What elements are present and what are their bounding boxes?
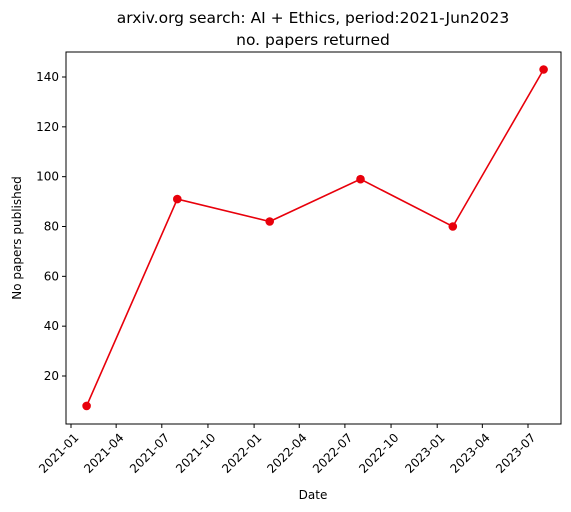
data-point — [173, 194, 182, 204]
chart-title-line1: arxiv.org search: AI + Ethics, period:20… — [117, 9, 509, 27]
x-tick-label: 2022-01 — [219, 431, 264, 476]
y-tick-label: 140 — [36, 70, 59, 84]
x-axis-ticks: 2021-01 2021-04 2021-07 2021-10 2022-01 2022-… — [36, 424, 538, 476]
data-point — [265, 217, 275, 226]
data-point — [82, 401, 91, 411]
x-tick-label: 2021-07 — [127, 431, 172, 476]
x-tick-label: 2022-10 — [356, 431, 401, 476]
x-tick-label: 2021-04 — [81, 431, 126, 476]
chart-title-line2: no. papers returned — [236, 31, 390, 49]
y-tick-label: 120 — [36, 120, 59, 134]
x-tick-label: 2022-04 — [264, 431, 309, 476]
y-tick-label: 100 — [36, 170, 59, 184]
x-axis-label: Date — [299, 488, 328, 502]
x-tick-label: 2022-07 — [310, 431, 355, 476]
x-tick-label: 2023-01 — [402, 431, 447, 476]
series-layer — [82, 65, 548, 411]
series-line — [85, 69, 545, 407]
x-tick-label: 2023-07 — [493, 431, 538, 476]
data-point — [539, 65, 548, 74]
plot-frame — [65, 51, 562, 425]
x-tick-label: 2021-01 — [36, 431, 81, 476]
data-point — [356, 174, 365, 184]
y-tick-label: 80 — [44, 220, 59, 234]
y-tick-label: 40 — [44, 319, 59, 333]
y-tick-label: 20 — [44, 369, 59, 383]
x-tick-label: 2023-04 — [447, 431, 492, 476]
y-axis-ticks: 20 40 60 80 100 120 140 — [36, 70, 66, 383]
y-axis-label: No papers published — [10, 176, 24, 299]
x-tick-label: 2021-10 — [173, 431, 218, 476]
data-point — [448, 222, 458, 231]
y-tick-label: 60 — [44, 269, 59, 283]
